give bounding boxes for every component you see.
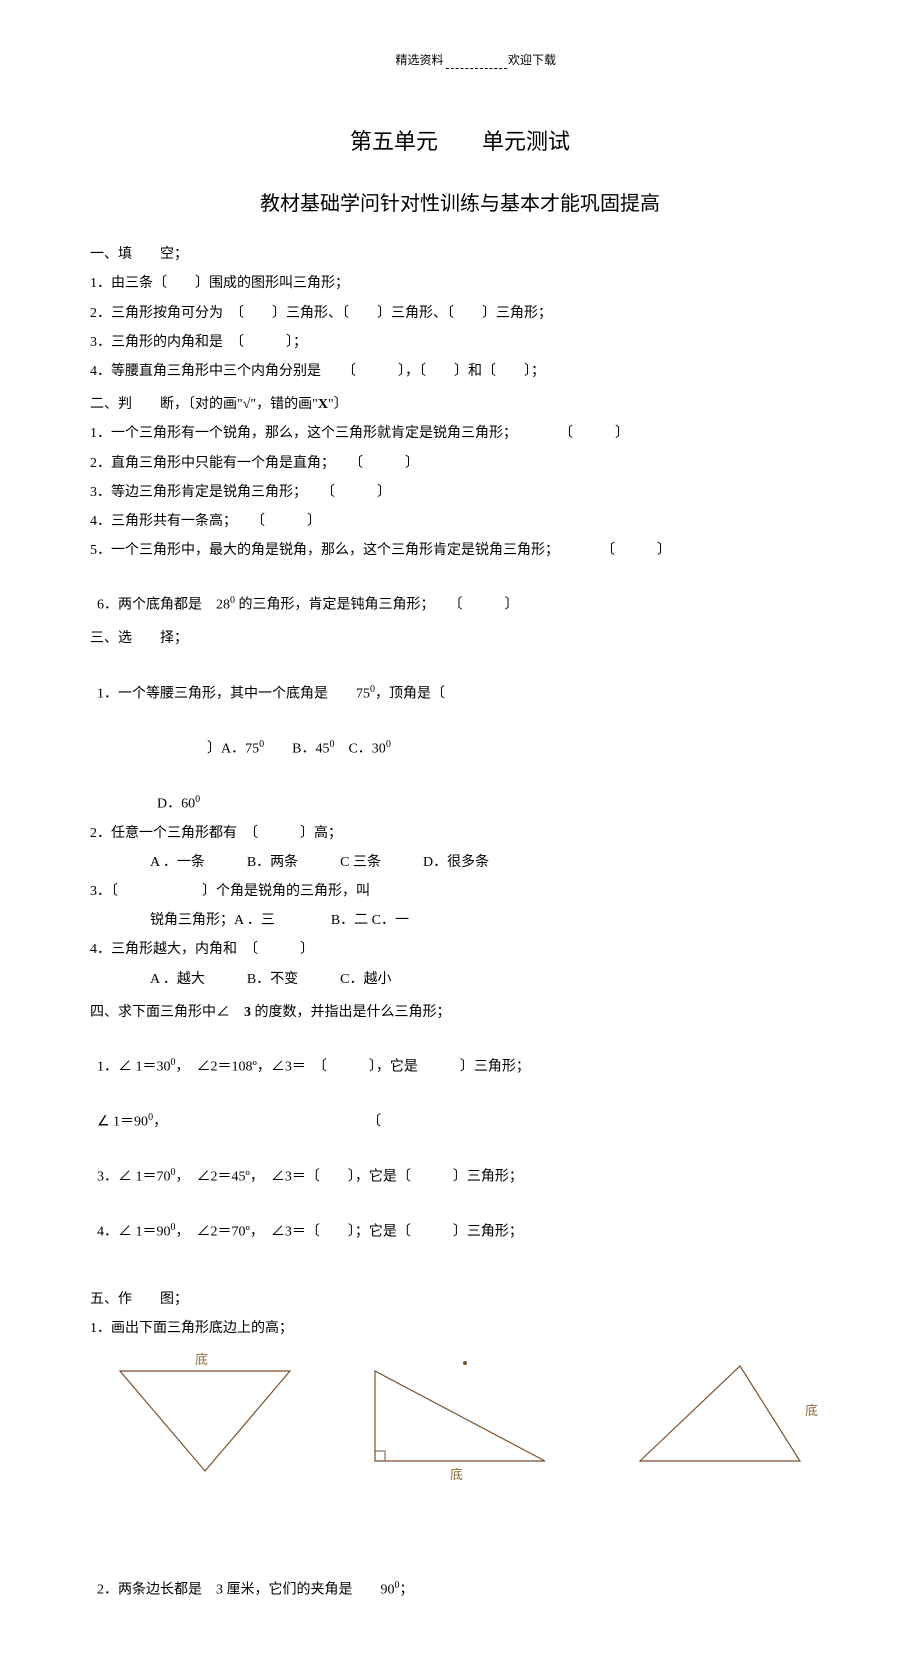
s4-q1-a: 1．∠ 1＝30 (97, 1060, 171, 1075)
triangle-2: 底 (355, 1351, 565, 1491)
triangle-2-poly (375, 1371, 545, 1461)
s2-q6-b: 的三角形，肯定是钝角三角形； 〔 〕 (235, 598, 519, 613)
section-1-head: 一、填 空； (90, 242, 830, 267)
s4-q2-a: ∠ 1＝90 (97, 1115, 148, 1130)
s4-q4: 4．∠ 1＝900， ∠2＝70º， ∠3＝〔 〕；它是〔 〕三角形； (90, 1194, 830, 1245)
triangle-1: 底 (100, 1351, 310, 1491)
s3-q1-a: 1．一个等腰三角形，其中一个底角是 75 (97, 686, 370, 701)
triangles-row: 底 底 底 (90, 1351, 830, 1491)
s4-q1: 1．∠ 1＝300， ∠2＝108º，∠3＝ 〔 〕，它是 〕三角形； (90, 1029, 830, 1080)
section-4-head: 四、求下面三角形中∠ 3 的度数，并指出是什么三角形； (90, 1000, 830, 1025)
s4-q2: ∠ 1＝900，〔 (90, 1084, 830, 1135)
s3-q1-opt-b: B．45 (264, 741, 329, 756)
s3-q1-opt-c: C．30 (334, 741, 385, 756)
s3-q1-d-line: D．600 (90, 766, 830, 817)
triangle-3-label: 底 (805, 1399, 818, 1422)
s3-q2: 2．任意一个三角形都有 〔 〕高； (90, 821, 830, 846)
s1-q4: 4．等腰直角三角形中三个内角分别是 〔 〕，〔 〕和〔 〕； (90, 359, 830, 384)
triangle-1-label: 底 (195, 1348, 208, 1371)
subtitle: 教材基础学问针对性训练与基本才能巩固提高 (90, 186, 830, 222)
s3-q1-d: D．60 (157, 796, 195, 811)
page-header: 精选资料 欢迎下载 (90, 50, 830, 72)
triangle-1-svg (100, 1351, 310, 1491)
s4-q1-b: ， ∠2＝108º，∠3＝ 〔 〕，它是 〕三角形； (176, 1060, 530, 1075)
s2-q1: 1．一个三角形有一个锐角，那么，这个三角形就肯定是锐角三角形； 〔 〕 (90, 421, 830, 446)
s4-q3: 3．∠ 1＝700， ∠2＝45º， ∠3＝〔 〕，它是〔 〕三角形； (90, 1139, 830, 1190)
s4-q4-a: 4．∠ 1＝90 (97, 1225, 171, 1240)
triangle-2-dot (463, 1361, 467, 1365)
s5-q2: 2．两条边长都是 3 厘米，它们的夹角是 900； (90, 1551, 830, 1602)
s1-q3: 3．三角形的内角和是 〔 〕； (90, 330, 830, 355)
header-left: 精选资料 (364, 50, 475, 72)
triangle-3: 底 (610, 1351, 820, 1491)
header-dash-left (446, 53, 506, 69)
section-5-head: 五、作 图； (90, 1287, 830, 1312)
s2-head-c: "〕 (328, 397, 348, 412)
s5-q2-b: ； (400, 1582, 414, 1597)
s4-q2-b: ， (153, 1115, 167, 1130)
s3-q3: 3．〔 〕个角是锐角的三角形，叫 (90, 879, 830, 904)
s4-q3-a: 3．∠ 1＝70 (97, 1170, 171, 1185)
header-right: 欢迎下载 (508, 50, 556, 72)
s4-q2-c: 〔 (367, 1115, 381, 1130)
s2-head-b: X (318, 397, 328, 412)
s3-q1-b: ，顶角是〔 (375, 686, 445, 701)
degree-sup: 0 (195, 794, 200, 805)
s3-q4: 4．三角形越大，内角和 〔 〕 (90, 937, 830, 962)
s4-head-a: 四、求下面三角形中∠ (90, 1005, 244, 1020)
triangle-3-svg (610, 1351, 820, 1491)
s3-q2-opts: A ．一条 B．两条 C 三条 D．很多条 (90, 850, 830, 875)
s2-q6-a: 6．两个底角都是 28 (97, 598, 230, 613)
unit-title: 第五单元 单元测试 (90, 122, 830, 162)
header-right-text: 欢迎下载 (508, 53, 556, 67)
s4-head-c: 的度数，并指出是什么三角形； (251, 1005, 451, 1020)
s2-head-a: 二、判 断，〔对的画"√"，错的画" (90, 397, 318, 412)
s3-q1-opt-a: 〕A．75 (207, 741, 259, 756)
s2-q5: 5．一个三角形中，最大的角是锐角，那么，这个三角形肯定是锐角三角形； 〔 〕 (90, 538, 830, 563)
header-left-text: 精选资料 (395, 53, 443, 67)
degree-sup: 0 (386, 739, 391, 750)
section-2-head: 二、判 断，〔对的画"√"，错的画"X"〕 (90, 392, 830, 417)
s3-q1-opts: 〕A．750 B．450 C．300 (90, 711, 830, 762)
s5-q2-a: 2．两条边长都是 3 厘米，它们的夹角是 90 (97, 1582, 395, 1597)
s3-q3-opts: 锐角三角形；A ．三 B．二 C．一 (90, 908, 830, 933)
s2-q6: 6．两个底角都是 280 的三角形，肯定是钝角三角形； 〔 〕 (90, 567, 830, 618)
s3-q4-opts: A ．越大 B．不变 C．越小 (90, 967, 830, 992)
s1-q2: 2．三角形按角可分为 〔 〕三角形、〔 〕三角形、〔 〕三角形； (90, 301, 830, 326)
s4-q3-b: ， ∠2＝45º， ∠3＝〔 〕，它是〔 〕三角形； (176, 1170, 523, 1185)
triangle-1-poly (120, 1371, 290, 1471)
triangle-2-label: 底 (450, 1463, 463, 1486)
s4-q4-b: ， ∠2＝70º， ∠3＝〔 〕；它是〔 〕三角形； (176, 1225, 523, 1240)
triangle-3-poly (640, 1366, 800, 1461)
s2-q4: 4．三角形共有一条高； 〔 〕 (90, 509, 830, 534)
right-angle-mark (375, 1451, 385, 1461)
s5-q1: 1．画出下面三角形底边上的高； (90, 1316, 830, 1341)
s2-q2: 2．直角三角形中只能有一个角是直角； 〔 〕 (90, 451, 830, 476)
section-3-head: 三、选 择； (90, 626, 830, 651)
s3-q1: 1．一个等腰三角形，其中一个底角是 750，顶角是〔 (90, 655, 830, 706)
s4-head-b: 3 (244, 1005, 251, 1020)
s2-q3: 3．等边三角形肯定是锐角三角形； 〔 〕 (90, 480, 830, 505)
s1-q1: 1．由三条〔 〕围成的图形叫三角形； (90, 271, 830, 296)
